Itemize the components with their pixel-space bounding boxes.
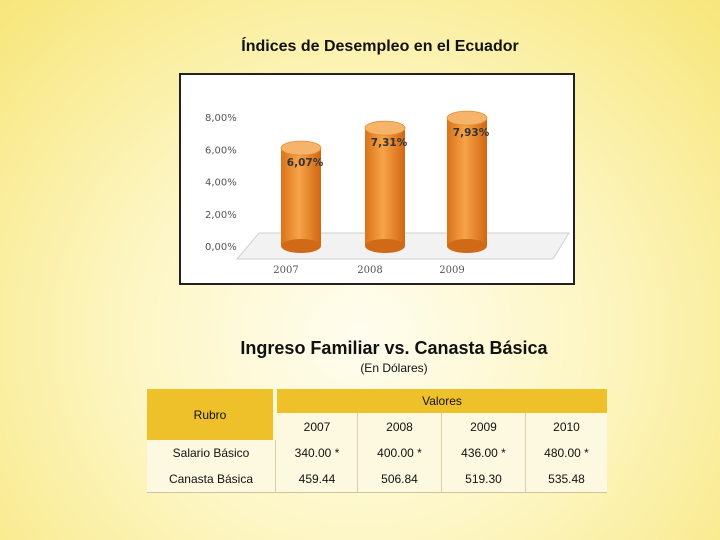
x-tick-label: 2007: [273, 265, 298, 276]
table-cell: 480.00 *: [544, 446, 589, 460]
table-title: Ingreso Familiar vs. Canasta Básica: [240, 338, 548, 358]
y-axis: 0,00% 2,00% 4,00% 6,00% 8,00%: [205, 113, 237, 253]
x-axis: 2007 2008 2009: [273, 265, 464, 276]
bar: [280, 140, 322, 253]
rubro-header: Rubro: [193, 407, 227, 422]
rubro-header-cell: Rubro: [147, 389, 273, 440]
table-cell: 535.48: [548, 472, 585, 486]
unemployment-chart: 0,00% 2,00% 4,00% 6,00% 8,00% 2007 2008 2009 6…: [179, 73, 575, 285]
y-tick-label: 4,00%: [205, 178, 237, 189]
data-label: 7,31%: [371, 137, 408, 149]
table-cell: 340.00 *: [294, 446, 340, 460]
row-label: Canasta Básica: [168, 472, 254, 486]
table-cell: 436.00 *: [461, 446, 506, 460]
table-cell: 459.44: [298, 472, 336, 486]
y-tick-label: 0,00%: [205, 242, 237, 253]
table-cell: 400.00 *: [377, 446, 422, 460]
y-tick-label: 2,00%: [205, 210, 237, 221]
valores-header-cell: Valores: [277, 389, 607, 413]
bar: [364, 120, 406, 253]
bar: [446, 110, 488, 253]
table-cell: 506.84: [381, 472, 418, 486]
y-tick-label: 6,00%: [205, 145, 237, 156]
y-tick-label: 8,00%: [205, 113, 237, 124]
year-header: 2010: [553, 419, 580, 434]
year-header: 2007: [303, 419, 331, 434]
table-cell: 519.30: [465, 472, 502, 486]
year-header: 2009: [470, 419, 497, 434]
valores-header: Valores: [422, 394, 462, 408]
data-labels: 6,07% 7,31% 7,93%: [287, 127, 490, 169]
chart-canvas: 0,00% 2,00% 4,00% 6,00% 8,00% 2007 2008 2009 6…: [205, 110, 570, 276]
row-label: Salario Básico: [172, 446, 250, 460]
table-row: Canasta Básica 459.44 506.84 519.30 535.…: [147, 466, 607, 493]
table-subtitle: (En Dólares): [360, 361, 428, 375]
table-row: Salario Básico 340.00 * 400.00 * 436.00 …: [147, 440, 607, 467]
data-label: 6,07%: [287, 157, 324, 169]
bar-series: [280, 110, 488, 253]
year-header-row: 2007 2008 2009 2010: [277, 413, 607, 441]
slide-title: Índices de Desempleo en el Ecuador: [241, 38, 519, 55]
data-label: 7,93%: [453, 127, 490, 139]
x-tick-label: 2008: [357, 265, 382, 276]
year-header: 2008: [386, 419, 413, 434]
x-tick-label: 2009: [439, 265, 464, 276]
